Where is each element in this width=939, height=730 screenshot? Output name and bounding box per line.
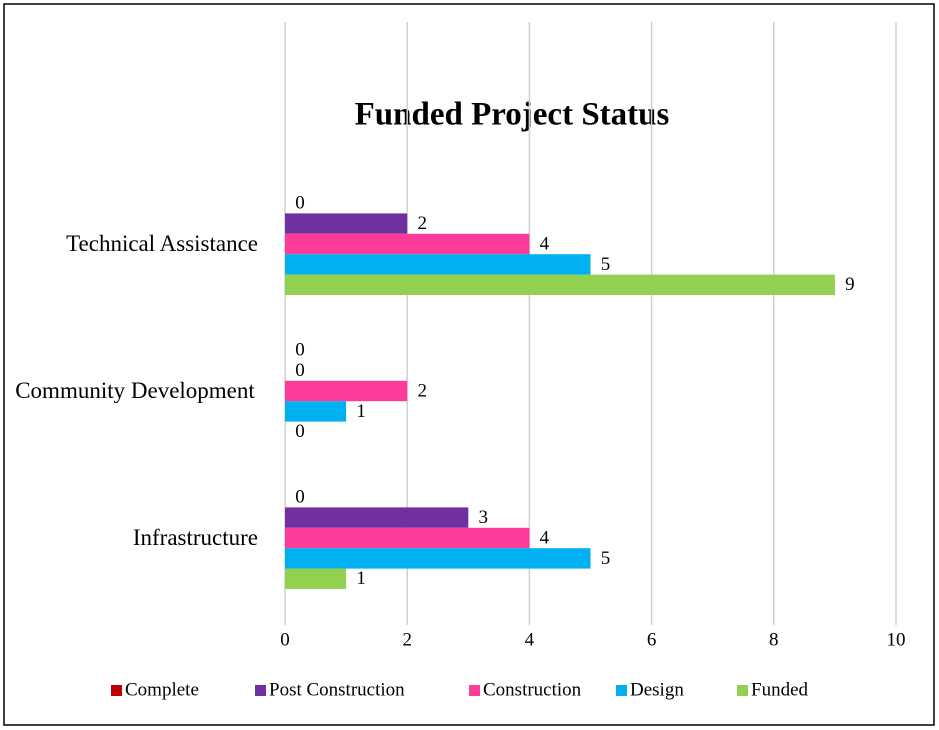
bar [285, 213, 408, 234]
legend-swatch [255, 685, 266, 696]
category-label: Infrastructure [132, 525, 258, 550]
chart-title: Funded Project Status [355, 97, 670, 133]
value-label: 2 [417, 213, 427, 234]
value-label: 0 [295, 487, 305, 508]
bar [285, 254, 591, 275]
x-tick-label: 2 [402, 629, 412, 650]
x-tick-label: 8 [769, 629, 779, 650]
value-label: 5 [601, 548, 611, 569]
value-label: 4 [540, 527, 550, 548]
value-label: 2 [417, 380, 427, 401]
bar [285, 507, 469, 528]
value-label: 0 [295, 340, 305, 361]
bar [285, 274, 835, 295]
category-label: Community Development [15, 378, 255, 403]
legend-swatch [111, 685, 122, 696]
bar [285, 568, 347, 589]
x-tick-label: 0 [280, 629, 290, 650]
x-tick-label: 4 [525, 629, 535, 650]
value-label: 4 [540, 233, 550, 254]
value-label: 0 [295, 360, 305, 381]
bar [285, 527, 530, 549]
bar [285, 401, 347, 422]
value-label: 0 [295, 193, 305, 214]
legend-label: Funded [751, 679, 809, 700]
legend-label: Construction [483, 679, 582, 700]
category-label: Technical Assistance [66, 231, 258, 256]
value-label: 1 [356, 401, 366, 422]
bar [285, 380, 408, 402]
value-label: 9 [845, 274, 855, 295]
legend-label: Complete [125, 679, 199, 700]
value-label: 5 [601, 254, 611, 275]
bar [285, 548, 591, 569]
legend-swatch [469, 685, 480, 696]
value-label: 0 [295, 421, 305, 442]
frame [3, 3, 935, 726]
legend-label: Post Construction [269, 679, 405, 700]
x-tick-label: 6 [647, 629, 657, 650]
x-tick-label: 10 [887, 629, 906, 650]
value-label: 3 [479, 507, 489, 528]
legend-swatch [737, 685, 748, 696]
legend-label: Design [630, 679, 684, 700]
value-label: 1 [356, 568, 366, 589]
bar [285, 233, 530, 255]
legend-swatch [616, 685, 627, 696]
